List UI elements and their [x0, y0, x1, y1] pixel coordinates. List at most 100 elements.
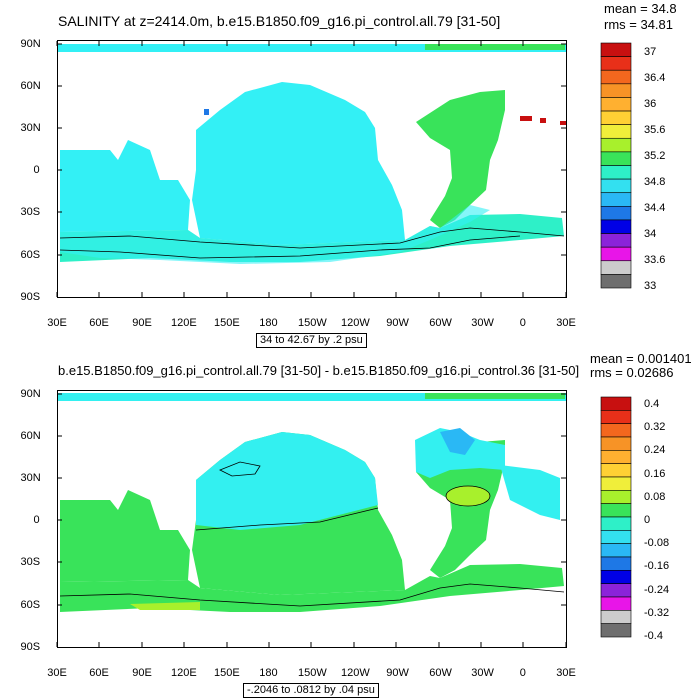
- colorbar-swatch: [600, 260, 632, 275]
- p2-contour-1: [219, 461, 261, 477]
- p2-ne-atlantic: [500, 465, 560, 520]
- lat-label: 0: [33, 514, 40, 526]
- panel2-title: b.e15.B1850.f09_g16.pi_control.all.79 [3…: [58, 363, 580, 378]
- p1-contour-1: [59, 227, 565, 249]
- p1-pacific-ocean: [192, 82, 405, 245]
- lat-label: 30N: [20, 472, 41, 484]
- panel2-colorbar: [600, 396, 632, 638]
- lat-label: 30S: [20, 556, 41, 568]
- colorbar-swatch: [600, 151, 632, 166]
- p2-arctic-green: [425, 393, 565, 399]
- colorbar-swatch: [600, 503, 632, 518]
- lat-label: 60S: [20, 249, 41, 261]
- p2-contour-3: [195, 507, 379, 531]
- p2-frame: [57, 390, 567, 648]
- colorbar-label: -0.32: [644, 606, 670, 619]
- lon-label: 0: [519, 317, 526, 329]
- colorbar-swatch: [600, 623, 632, 638]
- p1-atlantic-ocean: [416, 90, 505, 228]
- p2-arctic-strip: [58, 393, 566, 401]
- colorbar-label: 0.24: [644, 444, 666, 457]
- colorbar-label: -0.16: [644, 560, 670, 573]
- lon-label: 0: [519, 667, 526, 679]
- colorbar-swatch: [600, 56, 632, 71]
- colorbar-label: 0.4: [644, 398, 660, 410]
- lon-label: 60E: [89, 317, 109, 329]
- lat-label: 60N: [20, 430, 41, 442]
- p2-indian-ocean: [60, 490, 190, 582]
- lon-label: 30E: [556, 667, 576, 679]
- lon-label: 30W: [471, 667, 494, 679]
- colorbar-label: 0: [644, 514, 651, 526]
- colorbar-label: 33: [644, 280, 657, 292]
- p2-contour-4: [59, 583, 565, 607]
- p1-frame: [57, 40, 567, 298]
- colorbar-label: 0.16: [644, 467, 666, 480]
- colorbar-swatch: [600, 274, 632, 289]
- lon-label: 60W: [429, 667, 452, 679]
- lon-label: 120E: [171, 667, 197, 679]
- lon-label: 90E: [132, 317, 152, 329]
- colorbar-swatch: [600, 42, 632, 57]
- p1-arctic-strip: [58, 44, 566, 52]
- lat-label: 60N: [20, 80, 41, 92]
- colorbar-swatch: [600, 583, 632, 598]
- p1-arctic-green: [425, 44, 565, 50]
- panel2-mean: mean = 0.001401: [590, 351, 692, 366]
- colorbar-swatch: [600, 596, 632, 611]
- colorbar-swatch: [600, 490, 632, 504]
- p2-yellowgreen-patch: [130, 602, 200, 610]
- colorbar-swatch: [600, 423, 632, 438]
- lon-label: 30E: [556, 317, 576, 329]
- colorbar-swatch: [600, 233, 632, 248]
- lon-label: 90W: [386, 317, 409, 329]
- colorbar-swatch: [600, 410, 632, 424]
- colorbar-label: 34: [644, 228, 657, 240]
- lon-label: 30E: [47, 667, 67, 679]
- p1-indian-ocean: [60, 140, 190, 232]
- panel1-rms: rms = 34.81: [604, 17, 674, 32]
- colorbar-label: -0.4: [644, 630, 663, 642]
- p1-sea-of-japan: [204, 109, 209, 115]
- colorbar-swatch: [600, 192, 632, 207]
- lat-label: 90S: [20, 291, 41, 303]
- colorbar-swatch: [600, 165, 632, 180]
- colorbar-swatch: [600, 178, 632, 194]
- lon-label: 120E: [171, 317, 197, 329]
- lon-label: 150W: [298, 317, 327, 329]
- p2-ticks: [56, 393, 567, 647]
- p1-med-1: [520, 116, 532, 121]
- colorbar-label: 0.32: [644, 421, 666, 434]
- colorbar-swatch: [600, 97, 632, 112]
- colorbar-swatch: [600, 124, 632, 139]
- lon-label: 30W: [471, 317, 494, 329]
- colorbar-swatch: [600, 556, 632, 571]
- colorbar-swatch: [600, 516, 632, 531]
- lon-label: 120W: [341, 667, 370, 679]
- p1-southern-ocean-band: [60, 205, 490, 264]
- panel2-map: [56, 390, 567, 648]
- colorbar-swatch: [600, 463, 632, 478]
- lat-label: 60S: [20, 599, 41, 611]
- colorbar-label: 34.4: [644, 202, 666, 214]
- lon-label: 150W: [298, 667, 327, 679]
- colorbar-swatch: [600, 246, 632, 262]
- p2-contour-2: [445, 485, 491, 507]
- p1-ticks: [56, 41, 567, 297]
- colorbar-swatch: [600, 219, 632, 234]
- lat-label: 90N: [20, 388, 41, 400]
- p1-contour-2: [59, 235, 521, 259]
- colorbar-swatch: [600, 570, 632, 584]
- colorbar-label: 35.6: [644, 124, 666, 136]
- panel1-colorbar: [600, 42, 632, 289]
- colorbar-swatch: [600, 137, 632, 153]
- colorbar-label: 0.08: [644, 490, 666, 503]
- colorbar-label: 36: [644, 98, 657, 110]
- lat-label: 30N: [20, 122, 41, 134]
- colorbar-label: 34.8: [644, 176, 666, 188]
- colorbar-label: -0.08: [644, 537, 670, 550]
- panel1-mean: mean = 34.8: [604, 1, 677, 16]
- lon-label: 90E: [132, 667, 152, 679]
- colorbar-swatch: [600, 206, 632, 221]
